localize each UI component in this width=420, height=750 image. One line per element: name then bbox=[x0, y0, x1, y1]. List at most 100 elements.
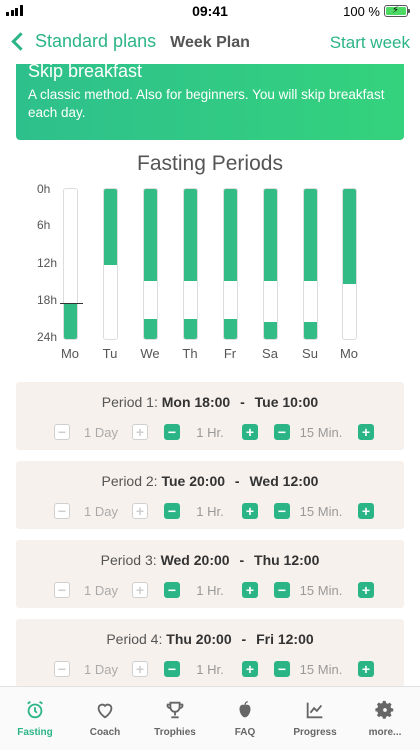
period-label: Period 4: bbox=[106, 631, 163, 647]
bar-th-3 bbox=[182, 188, 198, 340]
bar-we-2 bbox=[142, 188, 158, 340]
back-button[interactable]: Standard plans bbox=[8, 31, 156, 52]
period-card-3: Period 3: Wed 20:00 - Thu 12:00 − 1 Day … bbox=[16, 540, 404, 608]
tab-more[interactable]: more... bbox=[350, 699, 420, 738]
period-card-4: Period 4: Thu 20:00 - Fri 12:00 − 1 Day … bbox=[16, 619, 404, 686]
hour-decrement-button[interactable]: − bbox=[164, 661, 180, 677]
period-separator: - bbox=[239, 552, 245, 568]
minute-increment-button[interactable]: + bbox=[358, 661, 374, 677]
x-tick-label: Tu bbox=[102, 346, 118, 361]
period-controls: − 1 Day + − 1 Hr. + − 15 Min. + bbox=[54, 661, 374, 679]
period-end: Fri 12:00 bbox=[256, 631, 314, 647]
bar-su-6 bbox=[302, 188, 318, 340]
bar-fr-4 bbox=[222, 188, 238, 340]
chart-title: Fasting Periods bbox=[137, 152, 283, 175]
minute-decrement-button[interactable]: − bbox=[274, 424, 290, 440]
y-tick-label: 12h bbox=[37, 256, 58, 270]
minute-step-value: 15 Min. bbox=[299, 662, 343, 677]
minute-increment-button[interactable]: + bbox=[358, 424, 374, 440]
tab-trophies[interactable]: Trophies bbox=[140, 699, 210, 738]
x-tick-label: Su bbox=[302, 346, 318, 361]
battery-percentage: 100 % bbox=[343, 4, 380, 19]
x-tick-label: Fr bbox=[223, 346, 237, 361]
day-increment-button[interactable]: + bbox=[132, 661, 148, 677]
x-tick-label: We bbox=[140, 346, 160, 361]
battery-icon: ⚡ bbox=[384, 5, 410, 17]
period-header: Period 1: Mon 18:00 - Tue 10:00 bbox=[16, 394, 404, 410]
signal-icon bbox=[6, 5, 24, 16]
tab-fasting[interactable]: Fasting bbox=[0, 699, 70, 738]
tab-label: Fasting bbox=[17, 727, 53, 738]
period-controls: − 1 Day + − 1 Hr. + − 15 Min. + bbox=[54, 582, 374, 600]
tab-label: more... bbox=[368, 727, 402, 738]
period-start: Thu 20:00 bbox=[166, 631, 232, 647]
minute-decrement-button[interactable]: − bbox=[274, 503, 290, 519]
heart-icon bbox=[70, 699, 140, 721]
day-decrement-button[interactable]: − bbox=[54, 424, 70, 440]
period-end: Thu 12:00 bbox=[254, 552, 320, 568]
day-decrement-button[interactable]: − bbox=[54, 582, 70, 598]
x-tick-label: Mo bbox=[339, 346, 359, 361]
day-increment-button[interactable]: + bbox=[132, 503, 148, 519]
period-label: Period 2: bbox=[101, 473, 158, 489]
x-tick-label: Sa bbox=[262, 346, 278, 361]
minute-increment-button[interactable]: + bbox=[358, 503, 374, 519]
period-separator: - bbox=[241, 631, 247, 647]
tab-bar: Fasting Coach Trophies FAQ Progress more... bbox=[0, 686, 420, 750]
hour-decrement-button[interactable]: − bbox=[164, 503, 180, 519]
x-tick-label: Th bbox=[182, 346, 198, 361]
tab-label: Progress bbox=[293, 727, 337, 738]
apple-icon bbox=[210, 699, 280, 721]
current-time-marker bbox=[60, 302, 83, 305]
period-header: Period 2: Tue 20:00 - Wed 12:00 bbox=[16, 473, 404, 489]
period-controls: − 1 Day + − 1 Hr. + − 15 Min. + bbox=[54, 503, 374, 521]
status-time: 09:41 bbox=[192, 3, 228, 19]
minute-decrement-button[interactable]: − bbox=[274, 582, 290, 598]
tab-progress[interactable]: Progress bbox=[280, 699, 350, 738]
bar-sa-5 bbox=[262, 188, 278, 340]
fasting-segment bbox=[303, 189, 317, 281]
day-decrement-button[interactable]: − bbox=[54, 503, 70, 519]
day-increment-button[interactable]: + bbox=[132, 582, 148, 598]
hour-increment-button[interactable]: + bbox=[242, 582, 258, 598]
minute-increment-button[interactable]: + bbox=[358, 582, 374, 598]
period-separator: - bbox=[240, 394, 245, 410]
gear-icon bbox=[350, 699, 420, 721]
fasting-segment bbox=[103, 189, 117, 265]
hour-increment-button[interactable]: + bbox=[242, 424, 258, 440]
fasting-segment bbox=[183, 318, 197, 339]
tab-faq[interactable]: FAQ bbox=[210, 699, 280, 738]
day-increment-button[interactable]: + bbox=[132, 424, 148, 440]
tab-coach[interactable]: Coach bbox=[70, 699, 140, 738]
hour-decrement-button[interactable]: − bbox=[164, 582, 180, 598]
fasting-segment bbox=[223, 189, 237, 281]
period-controls: − 1 Day + − 1 Hr. + − 15 Min. + bbox=[54, 424, 374, 442]
period-header: Period 4: Thu 20:00 - Fri 12:00 bbox=[16, 631, 404, 647]
y-tick-label: 18h bbox=[37, 293, 58, 307]
hour-increment-button[interactable]: + bbox=[242, 661, 258, 677]
hour-step-value: 1 Hr. bbox=[196, 425, 224, 440]
period-card-2: Period 2: Tue 20:00 - Wed 12:00 − 1 Day … bbox=[16, 461, 404, 529]
period-start: Tue 20:00 bbox=[161, 473, 226, 489]
hour-increment-button[interactable]: + bbox=[242, 503, 258, 519]
hour-step-value: 1 Hr. bbox=[196, 504, 224, 519]
y-tick-label: 6h bbox=[37, 218, 51, 232]
period-label: Period 3: bbox=[100, 552, 157, 568]
day-decrement-button[interactable]: − bbox=[54, 661, 70, 677]
minute-step-value: 15 Min. bbox=[299, 504, 343, 519]
day-step-value: 1 Day bbox=[84, 583, 118, 598]
start-week-button[interactable]: Start week bbox=[329, 33, 410, 52]
tab-label: Coach bbox=[89, 727, 121, 738]
period-label: Period 1: bbox=[101, 394, 158, 410]
hour-decrement-button[interactable]: − bbox=[164, 424, 180, 440]
tab-label: Trophies bbox=[154, 727, 196, 738]
fasting-segment bbox=[263, 322, 277, 339]
day-step-value: 1 Day bbox=[84, 662, 118, 677]
period-card-1: Period 1: Mon 18:00 - Tue 10:00 − 1 Day … bbox=[16, 382, 404, 450]
status-bar: 09:41 100 % ⚡ bbox=[0, 0, 420, 22]
minute-decrement-button[interactable]: − bbox=[274, 661, 290, 677]
content-scroll-area[interactable]: Skip breakfast A classic method. Also fo… bbox=[0, 64, 420, 686]
y-tick-label: 24h bbox=[37, 330, 58, 344]
fasting-segment bbox=[143, 189, 157, 281]
line-chart-icon bbox=[280, 699, 350, 721]
